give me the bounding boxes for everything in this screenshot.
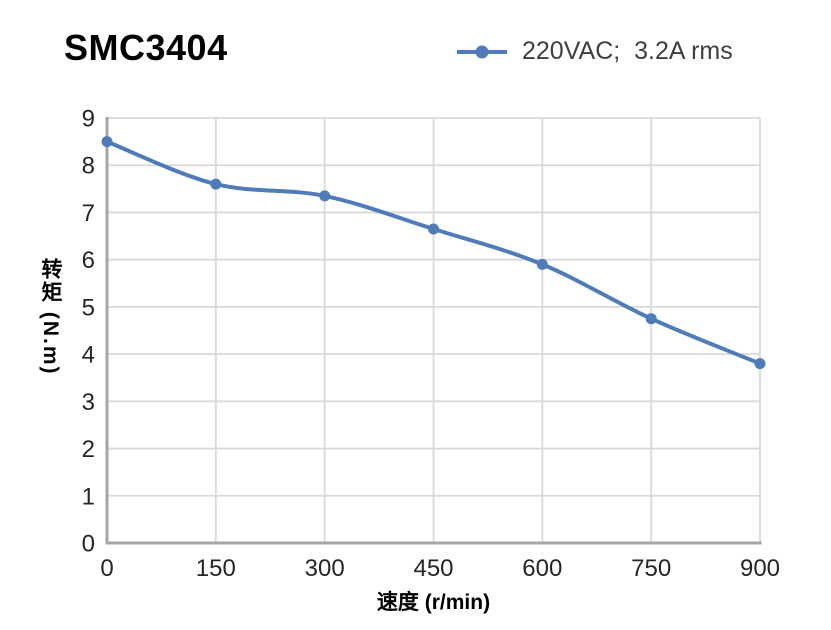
data-point-marker	[428, 223, 439, 235]
x-tick-label: 750	[631, 555, 671, 582]
legend-line-dot-icon	[457, 45, 507, 58]
y-tick-label: 7	[82, 200, 95, 227]
data-point-marker	[536, 258, 548, 270]
x-tick-label: 0	[100, 555, 113, 582]
y-tick-label: 3	[82, 389, 95, 416]
y-tick-label: 6	[82, 247, 95, 274]
data-point-marker	[645, 313, 657, 325]
y-tick-label: 4	[82, 342, 95, 369]
y-tick-label: 1	[82, 483, 95, 510]
data-point-marker	[210, 178, 222, 190]
legend: 220VAC; 3.2A rms	[456, 37, 733, 66]
x-tick-label: 450	[413, 555, 453, 582]
series-line-group	[101, 136, 766, 370]
y-tick-label: 0	[82, 531, 95, 558]
y-tick-label: 8	[82, 153, 95, 180]
y-axis-title: 转矩 (N.m)	[39, 258, 62, 376]
y-tick-label: 9	[82, 106, 95, 133]
x-axis-title: 速度 (r/min)	[376, 591, 491, 614]
legend-dot-icon	[475, 45, 489, 58]
x-tick-label: 600	[522, 555, 562, 582]
x-tick-label: 300	[305, 555, 345, 582]
data-point-marker	[754, 358, 766, 370]
data-point-marker	[319, 190, 331, 202]
x-tick-label: 900	[740, 555, 780, 582]
y-tick-label: 5	[82, 294, 95, 321]
x-tick-label: 150	[196, 555, 236, 582]
data-point-marker	[101, 136, 113, 148]
y-tick-label: 2	[82, 436, 95, 463]
chart-title: SMC3404	[64, 27, 228, 68]
legend-label: 220VAC; 3.2A rms	[522, 37, 733, 65]
